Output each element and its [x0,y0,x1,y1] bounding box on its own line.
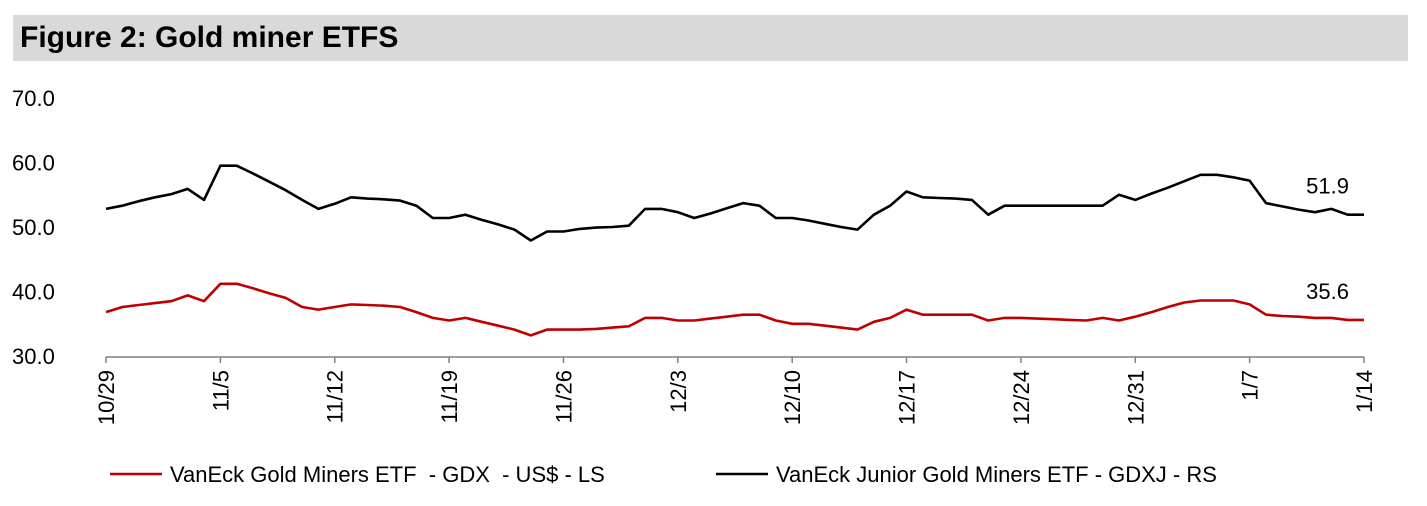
figure-title: Figure 2: Gold miner ETFS [20,21,399,54]
x-tick-label: 12/24 [1009,370,1034,425]
x-tick-label: 12/17 [895,370,920,425]
x-tick-label: 1/7 [1238,370,1263,401]
y-tick-label: 70.0 [12,86,55,111]
series-line-gdxj [105,164,1364,242]
end-label-gdx: 35.6 [1306,279,1349,304]
x-axis: 10/29 11/5 11/12 11/19 11/26 12/3 12/10 12/17 12… [94,356,1377,425]
x-tick-label: 10/29 [94,370,119,425]
series-line-gdx [105,282,1364,337]
y-tick-label: 30.0 [12,344,55,369]
x-tick-label: 12/3 [666,370,691,413]
x-tick-label: 12/31 [1123,370,1148,425]
x-tick-label: 11/26 [551,370,576,423]
figure-title-bar: Figure 2: Gold miner ETFS [13,15,1408,61]
y-axis: 70.0 60.0 50.0 40.0 30.0 [12,86,55,369]
y-tick-label: 40.0 [12,280,55,305]
legend-gdxj-label: VanEck Junior Gold Miners ETF - GDXJ - R… [776,462,1217,487]
x-tick-label: 11/19 [437,370,462,423]
legend: VanEck Gold Miners ETF - GDX - US$ - LS V… [110,462,1217,487]
x-tick-label: 11/5 [208,370,233,411]
end-label-gdxj: 51.9 [1306,174,1349,199]
x-tick-label: 1/14 [1352,370,1377,413]
y-tick-label: 60.0 [12,151,55,176]
y-tick-label: 50.0 [12,215,55,240]
x-tick-label: 11/12 [323,370,348,423]
series-layer: 35.6 51.9 [105,164,1364,337]
legend-gdx-label: VanEck Gold Miners ETF - GDX - US$ - LS [170,462,605,487]
x-tick-label: 12/10 [780,370,805,425]
